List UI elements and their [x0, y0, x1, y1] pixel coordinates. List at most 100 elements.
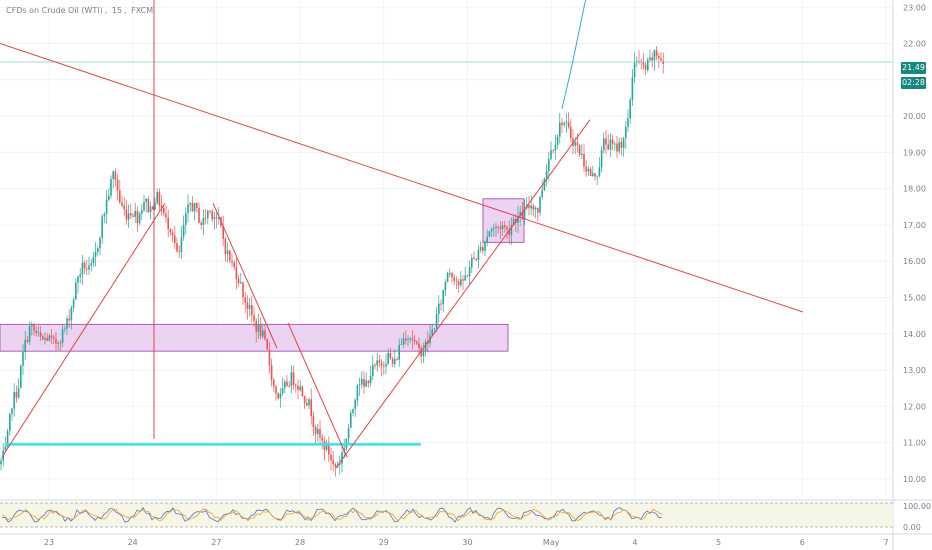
candle-body	[400, 344, 403, 345]
trendline	[212, 202, 278, 349]
candle-body	[488, 231, 491, 237]
candle-body	[35, 330, 37, 334]
chart-legend: CFDs on Crude Oil (WTI), 15, FXCM	[6, 6, 154, 15]
candle-body	[169, 229, 172, 233]
candle-body	[350, 412, 352, 428]
candle-body	[554, 145, 557, 151]
candle-body	[55, 338, 57, 344]
candle-body	[277, 393, 279, 399]
candle-body	[26, 339, 29, 342]
candle-body	[86, 268, 88, 270]
candle-body	[543, 178, 546, 191]
y-tick-label: 19.00	[903, 148, 926, 157]
candle-body	[176, 243, 178, 252]
x-tick-label: 23	[44, 538, 54, 547]
candle-body	[468, 267, 471, 277]
candle-body	[618, 142, 620, 152]
candle-body	[158, 191, 161, 206]
candle-body	[284, 381, 286, 388]
candle-body	[539, 196, 541, 213]
candle-body	[193, 202, 196, 212]
candle-body	[499, 227, 502, 230]
time-axis[interactable]: 23 24 27 28 29 30 May 4 5 6 7	[0, 533, 932, 547]
y-tick-label: 22.00	[903, 40, 926, 49]
candle-body	[235, 267, 238, 279]
trendline	[0, 43, 804, 313]
candle-body	[246, 302, 249, 309]
candle-body	[145, 199, 147, 202]
x-tick-label: 7	[883, 538, 888, 547]
bar-countdown-badge: 02:28	[901, 77, 926, 89]
candle-body	[411, 338, 414, 340]
candle-body	[537, 208, 539, 213]
candle-body	[83, 262, 86, 269]
x-tick-label: 30	[462, 538, 472, 547]
candle-body	[317, 429, 319, 434]
candle-body	[101, 216, 103, 238]
candle-body	[455, 280, 458, 282]
candle-body	[46, 338, 48, 341]
candle-body	[39, 332, 42, 337]
candle-body	[545, 171, 548, 179]
legend-interval: 15	[111, 6, 123, 15]
candle-body	[306, 402, 308, 406]
candle-body	[308, 399, 310, 406]
legend-exchange: FXCM	[131, 6, 154, 15]
y-tick-label: 12.00	[903, 402, 926, 411]
x-tick-label: 24	[128, 538, 138, 547]
candle-body	[528, 204, 530, 209]
x-tick-label: 4	[632, 538, 637, 547]
candle-body	[266, 338, 268, 350]
candle-body	[444, 282, 447, 291]
candle-body	[97, 248, 99, 253]
candle-body	[583, 153, 585, 167]
candle-body	[275, 386, 277, 394]
candle-body	[270, 364, 273, 380]
candle-body	[484, 242, 486, 251]
candle-body	[424, 341, 427, 352]
candle-body	[609, 139, 612, 150]
y-tick-label: 20.00	[903, 112, 926, 121]
candle-body	[31, 324, 33, 326]
candle-body	[244, 297, 246, 303]
candle-body	[490, 229, 493, 232]
candle-body	[354, 399, 356, 409]
candle-body	[57, 342, 59, 344]
candle-body	[600, 150, 603, 168]
candle-body	[627, 118, 629, 127]
candle-body	[649, 57, 651, 60]
y-tick-label: 10.00	[903, 475, 926, 484]
candle-body	[453, 277, 455, 281]
candle-body	[259, 324, 262, 337]
candle-body	[310, 399, 312, 417]
candle-body	[611, 139, 614, 144]
candle-body	[211, 211, 213, 220]
candle-body	[486, 236, 488, 243]
candle-body	[347, 427, 350, 439]
candle-body	[152, 206, 154, 210]
candle-body	[112, 171, 114, 180]
legend-symbol: CFDs on Crude Oil (WTI)	[6, 6, 103, 15]
candle-body	[255, 321, 257, 332]
candle-body	[578, 145, 581, 155]
candle-body	[449, 272, 451, 274]
candle-body	[187, 204, 189, 214]
candle-body	[572, 138, 574, 146]
candle-body	[33, 324, 35, 331]
candle-body	[24, 339, 26, 353]
candle-body	[125, 209, 128, 220]
candle-body	[207, 210, 209, 218]
candle-body	[229, 250, 231, 261]
candle-body	[651, 57, 653, 61]
candle-body	[248, 305, 251, 309]
candle-body	[297, 385, 299, 391]
candle-body	[108, 195, 110, 201]
candle-body	[378, 360, 381, 363]
candle-body	[479, 246, 482, 250]
candle-body	[471, 258, 473, 268]
candle-body	[11, 408, 13, 414]
candle-body	[44, 338, 46, 340]
candle-body	[420, 347, 422, 357]
candle-body	[398, 344, 400, 360]
